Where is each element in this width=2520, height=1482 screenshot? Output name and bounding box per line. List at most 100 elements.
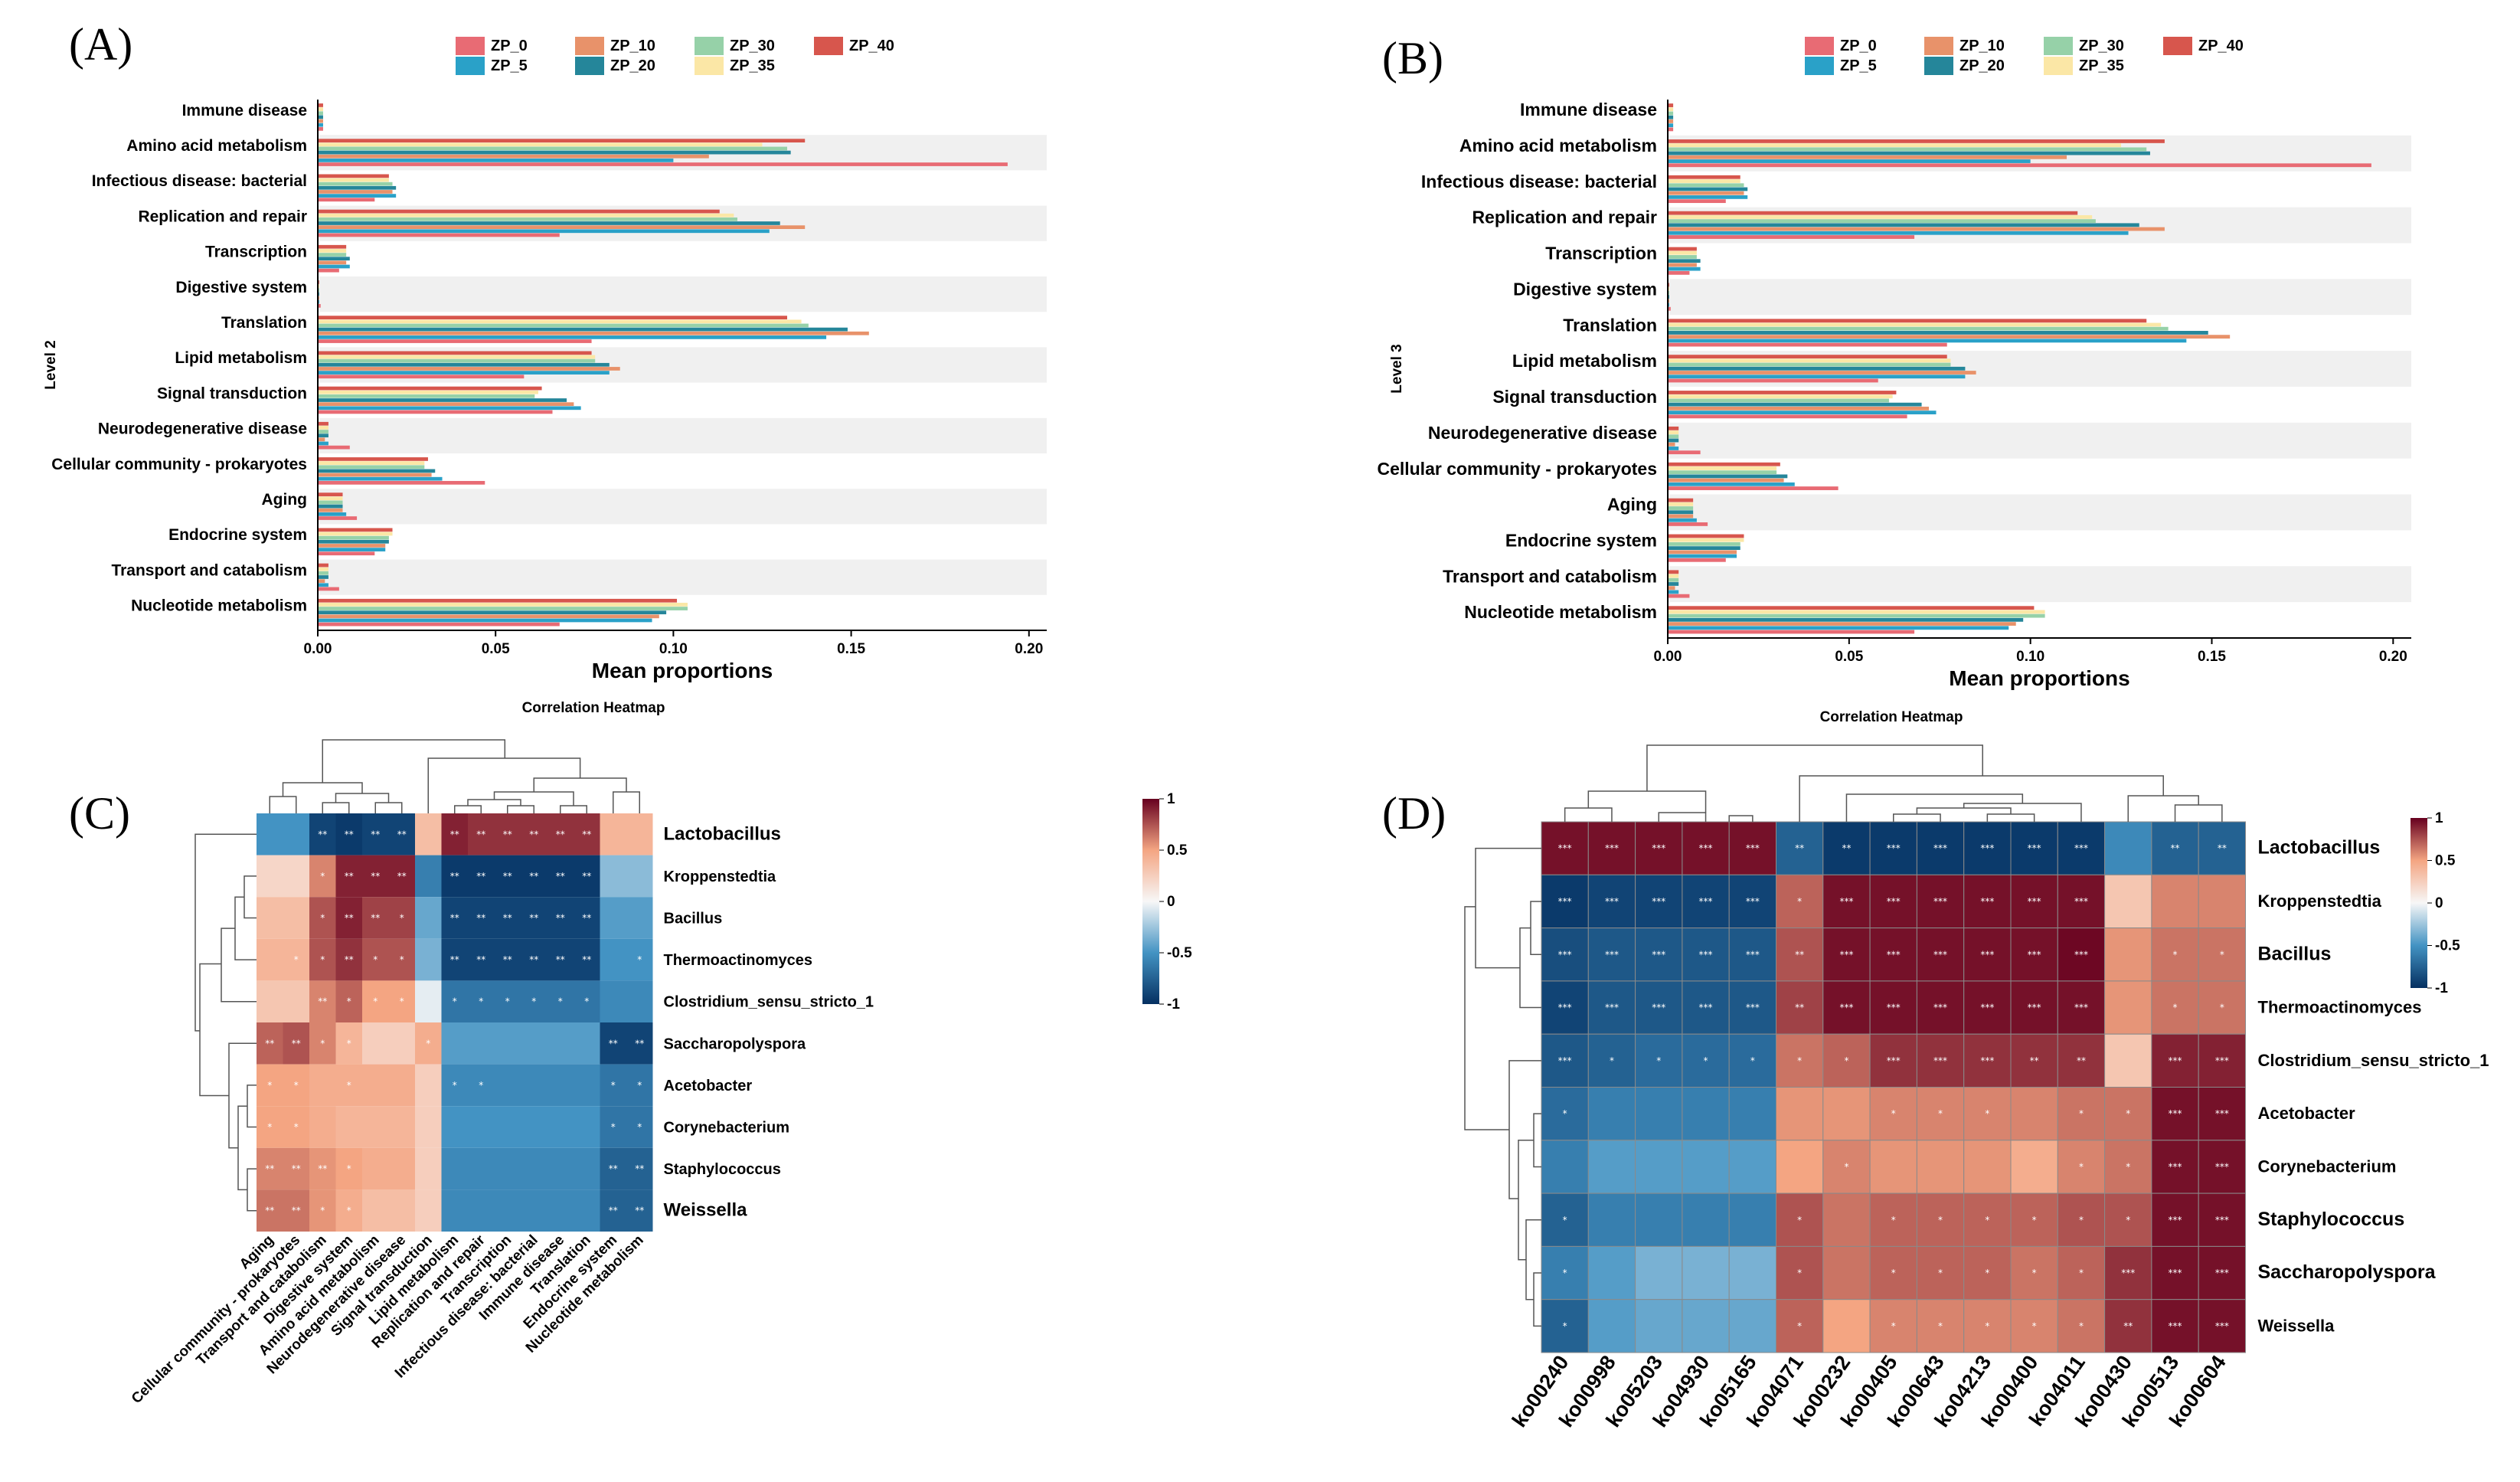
heatmap-cell bbox=[362, 980, 389, 1022]
category-label: Replication and repair bbox=[1472, 208, 1657, 227]
bar bbox=[318, 249, 347, 253]
row-band bbox=[1668, 279, 2411, 316]
row-dendrogram bbox=[1508, 1060, 1541, 1199]
heatmap-cell bbox=[441, 897, 468, 939]
heatmap-cell bbox=[2198, 1140, 2246, 1194]
row-band bbox=[1668, 494, 2411, 531]
legend-swatch bbox=[1924, 57, 1953, 75]
heatmap-cell bbox=[2198, 980, 2246, 1035]
significance-mark: * bbox=[1797, 896, 1802, 907]
significance-mark: *** bbox=[1652, 1003, 1665, 1013]
category-label: Nucleotide metabolism bbox=[131, 597, 307, 615]
heatmap-cell bbox=[2010, 1033, 2058, 1088]
colorbar bbox=[1142, 799, 1159, 1004]
row-label: Clostridium_sensu_stricto_1 bbox=[664, 994, 874, 1011]
x-tick-label: 0.15 bbox=[2198, 649, 2226, 665]
bar bbox=[1668, 466, 1777, 470]
heatmap-cell bbox=[257, 1106, 283, 1148]
row-dendrogram bbox=[1464, 906, 1509, 1130]
significance-mark: * bbox=[320, 871, 325, 882]
significance-mark: * bbox=[347, 996, 351, 1007]
bar bbox=[1668, 375, 1966, 379]
significance-mark: *** bbox=[1839, 1003, 1853, 1013]
heatmap-cell bbox=[388, 1106, 415, 1148]
bar bbox=[318, 139, 806, 143]
heatmap-cell bbox=[2057, 874, 2106, 929]
bar bbox=[318, 185, 397, 190]
bar bbox=[1668, 322, 2162, 327]
significance-mark: ** bbox=[2123, 1320, 2133, 1331]
significance-mark: *** bbox=[2028, 1003, 2041, 1013]
significance-mark: * bbox=[611, 1122, 616, 1133]
significance-mark: ** bbox=[318, 829, 327, 839]
significance-mark: *** bbox=[1605, 843, 1619, 854]
row-dendrogram bbox=[244, 875, 257, 919]
bar bbox=[1668, 267, 1701, 271]
legend-label: ZP_30 bbox=[2079, 38, 2124, 54]
heatmap-cell bbox=[1916, 927, 1965, 982]
category-label: Replication and repair bbox=[138, 208, 307, 225]
bar bbox=[318, 209, 720, 214]
significance-mark: ** bbox=[476, 954, 485, 965]
bar bbox=[1668, 411, 1937, 415]
column-dendrogram bbox=[1963, 803, 2082, 822]
heatmap-cell bbox=[547, 1022, 574, 1065]
bar bbox=[1668, 362, 1951, 367]
heatmap-cell bbox=[547, 855, 574, 898]
heatmap-cell bbox=[1682, 1245, 1730, 1300]
bar bbox=[1668, 391, 1897, 394]
bar bbox=[1668, 538, 1744, 542]
heatmap-cell bbox=[415, 1106, 442, 1148]
heatmap-cell bbox=[441, 1147, 468, 1190]
bar bbox=[1668, 123, 1674, 128]
significance-mark: * bbox=[637, 1122, 642, 1133]
bar bbox=[318, 394, 535, 398]
bar bbox=[1668, 630, 1915, 634]
bar bbox=[318, 390, 538, 394]
significance-mark: ** bbox=[556, 829, 565, 839]
significance-mark: * bbox=[479, 996, 483, 1007]
heatmap-cell bbox=[1916, 1245, 1965, 1300]
heatmap-cell bbox=[1541, 980, 1589, 1035]
row-label: Acetobacter bbox=[2258, 1104, 2356, 1123]
bar bbox=[318, 603, 688, 607]
significance-mark: * bbox=[2079, 1108, 2084, 1119]
bar bbox=[318, 441, 328, 446]
heatmap-cell bbox=[1776, 1140, 1824, 1194]
bar bbox=[318, 335, 827, 339]
bar bbox=[318, 162, 1008, 166]
category-label: Digestive system bbox=[175, 279, 307, 296]
legend-label: ZP_30 bbox=[730, 38, 775, 54]
bar bbox=[318, 217, 737, 221]
significance-mark: ** bbox=[292, 1206, 301, 1216]
column-dendrogram bbox=[533, 777, 627, 792]
heatmap-cell bbox=[521, 938, 547, 981]
bar bbox=[318, 126, 323, 131]
bar bbox=[318, 433, 328, 438]
heatmap-cell bbox=[521, 1189, 547, 1232]
heatmap-cell bbox=[574, 938, 600, 981]
bar bbox=[318, 398, 567, 402]
column-dendrogram bbox=[322, 802, 350, 813]
heatmap-cell bbox=[257, 897, 283, 939]
significance-mark: ** bbox=[265, 1206, 274, 1216]
significance-mark: * bbox=[320, 954, 325, 965]
heatmap: Correlation Heatmap*********************… bbox=[129, 700, 1192, 1407]
significance-mark: *** bbox=[1887, 1055, 1901, 1066]
heatmap-cell bbox=[1587, 1299, 1636, 1353]
column-dendrogram bbox=[1728, 815, 1754, 822]
heatmap-cell bbox=[468, 855, 495, 898]
significance-mark: * bbox=[1563, 1108, 1567, 1119]
heatmap-cell bbox=[2010, 1087, 2058, 1141]
significance-mark: *** bbox=[2215, 1108, 2229, 1119]
heatmap-cell bbox=[1541, 874, 1589, 929]
heatmap-cell bbox=[2151, 1140, 2199, 1194]
heatmap-cell bbox=[309, 1064, 336, 1107]
heatmap-cell bbox=[1822, 874, 1871, 929]
legend-swatch bbox=[2044, 57, 2073, 75]
bar bbox=[1668, 219, 2096, 224]
bar bbox=[1668, 613, 2045, 618]
category-label: Infectious disease: bacterial bbox=[1421, 172, 1657, 191]
significance-mark: ** bbox=[318, 1163, 327, 1174]
significance-mark: * bbox=[347, 1038, 351, 1049]
